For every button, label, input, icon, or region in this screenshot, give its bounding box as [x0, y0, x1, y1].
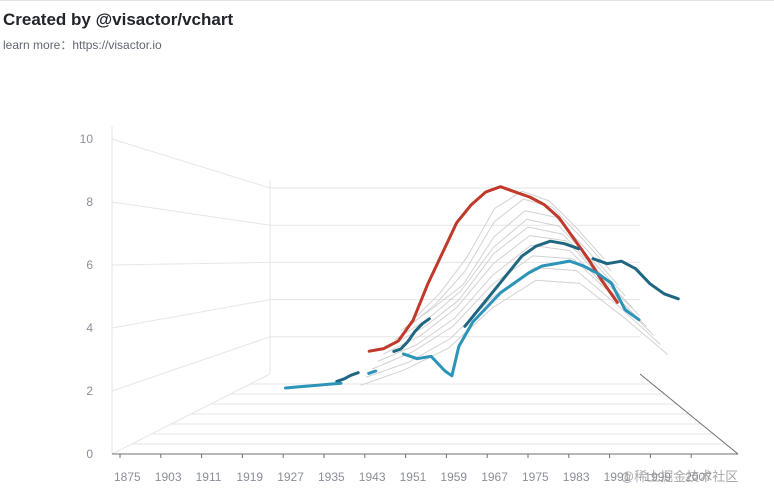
- y-tick-label-6: 6: [86, 258, 93, 272]
- x-tick-label-1943: 1943: [359, 470, 386, 484]
- x-tick-label-1911: 1911: [196, 470, 222, 484]
- y-tick-label-4: 4: [86, 321, 93, 335]
- series-line-darkblue-11-3: [591, 257, 680, 301]
- x-tick-label-1975: 1975: [522, 470, 549, 484]
- x-tick-label-1959: 1959: [440, 470, 467, 484]
- background-series-line-1-0: [406, 198, 612, 329]
- x-tick-label-1951: 1951: [400, 470, 427, 484]
- background-series-line-9-0: [360, 279, 668, 386]
- series-line-red-10-0: [367, 185, 619, 353]
- chart-title: Created by @visactor/vchart: [3, 10, 234, 29]
- x-tick-label-1903: 1903: [155, 470, 182, 484]
- x-tick-label-1935: 1935: [318, 470, 345, 484]
- grid-diagonal-3: [111, 261, 271, 266]
- background-series-line-0-0: [412, 190, 605, 321]
- x-tick-label-1967: 1967: [481, 470, 508, 484]
- x-tick-label-1999: 1999: [644, 470, 671, 484]
- y-tick-label-8: 8: [86, 195, 93, 209]
- axis-layer: [112, 373, 739, 458]
- series-line-lightblue-12-2: [401, 259, 641, 378]
- x-tick-label-1991: 1991: [604, 470, 631, 484]
- y-tick-label-2: 2: [86, 384, 93, 398]
- x-tick-label-1919: 1919: [236, 470, 263, 484]
- series-line-lightblue-12-0: [284, 381, 343, 390]
- tick-label-layer: 1875 1903 1911 1919 1927 1935 1943 1951 1959 1967…: [80, 132, 713, 484]
- watermark: @稀土掘金技术社区: [621, 469, 739, 484]
- grid-layer: [111, 126, 726, 455]
- grid-diagonal-4: [111, 201, 271, 226]
- grid-diagonal-5: [111, 138, 271, 189]
- x-tick-label-2007: 2007: [685, 470, 712, 484]
- depth-axis-line: [639, 373, 739, 455]
- grid-diagonal-1: [111, 336, 271, 392]
- y-tick-label-0: 0: [86, 447, 93, 461]
- x-tick-label-1875: 1875: [114, 470, 141, 484]
- series-layer: [284, 185, 680, 390]
- x-tick-label-1927: 1927: [277, 470, 304, 484]
- background-series-line-7-0: [371, 255, 654, 370]
- series-line-darkblue-11-2: [463, 239, 581, 328]
- series-line-darkblue-11-1: [392, 317, 431, 353]
- top-divider: [0, 0, 774, 1]
- background-series-line-2-0: [400, 210, 619, 332]
- y-tick-label-10: 10: [80, 132, 94, 146]
- x-tick-label-1983: 1983: [563, 470, 590, 484]
- grid-diagonal-2: [111, 299, 271, 329]
- series-line-darkblue-11-0: [335, 371, 360, 383]
- chart-subtitle: learn more：https://visactor.io: [3, 38, 162, 52]
- series-line-lightblue-12-1: [367, 369, 378, 375]
